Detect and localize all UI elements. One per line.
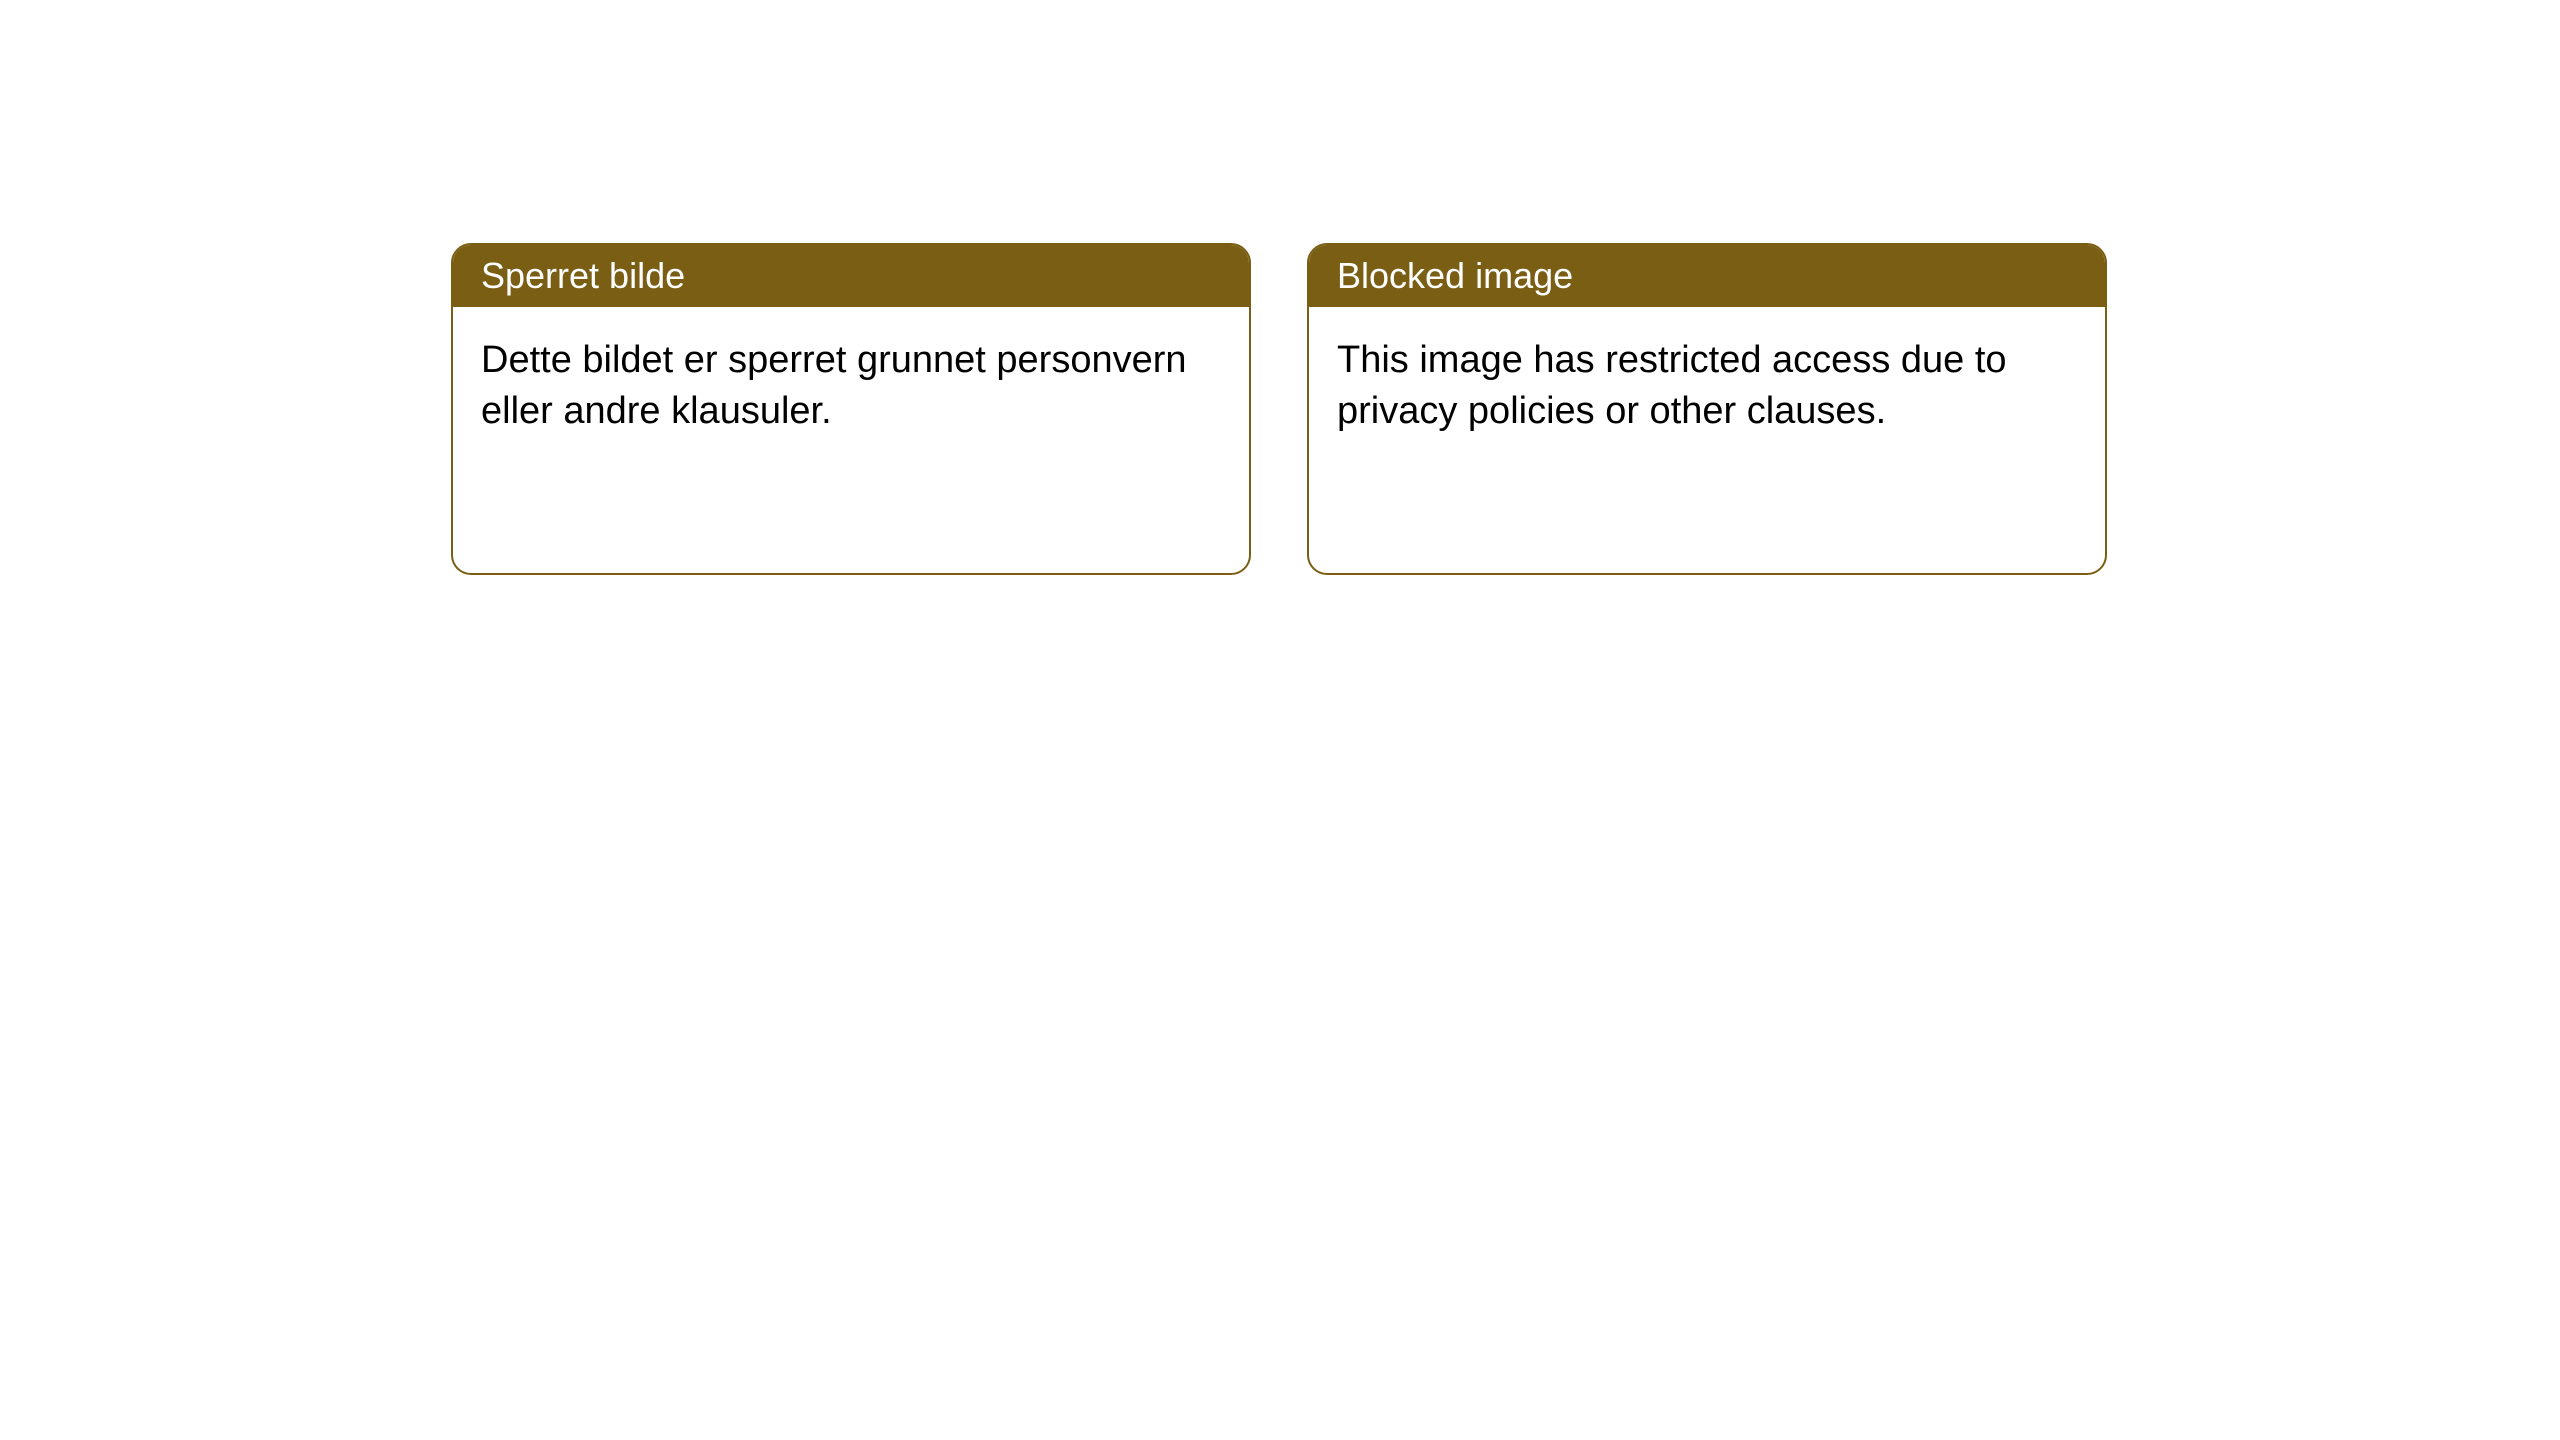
notice-container: Sperret bilde Dette bildet er sperret gr… <box>451 243 2107 575</box>
notice-title: Blocked image <box>1309 245 2105 307</box>
notice-card-english: Blocked image This image has restricted … <box>1307 243 2107 575</box>
notice-card-norwegian: Sperret bilde Dette bildet er sperret gr… <box>451 243 1251 575</box>
notice-title: Sperret bilde <box>453 245 1249 307</box>
notice-body: This image has restricted access due to … <box>1309 307 2105 466</box>
notice-body: Dette bildet er sperret grunnet personve… <box>453 307 1249 466</box>
